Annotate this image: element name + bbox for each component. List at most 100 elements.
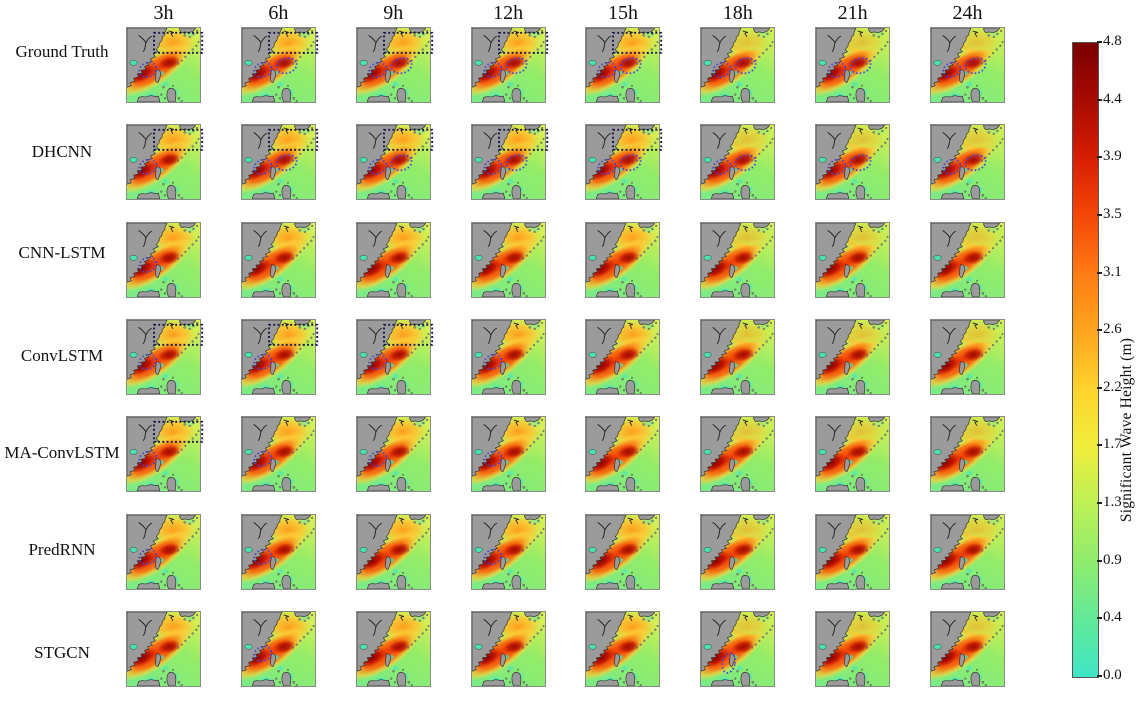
dotted-ellipse-annotation [368,158,387,176]
dotted-ellipse-annotation [253,450,273,468]
dotted-ellipse-annotation [253,548,273,565]
colorbar-tick [1097,156,1102,159]
colorbar-tick-label: 4.4 [1103,90,1122,107]
dotted-ellipse-annotation [253,158,273,176]
map-tile-cnn-lstm-3h [126,221,201,298]
map-tile-ground-truth-18h [700,27,776,103]
colorbar-tick [1097,502,1102,505]
column-header-9h: 9h [383,2,404,24]
map-tile-dhcnn-21h [815,124,891,201]
column-header-15h: 15h [607,2,638,24]
colorbar-tick [1097,41,1102,43]
map-tile-stgcn-24h [930,610,1006,687]
map-tile-stgcn-6h [240,610,316,687]
dotted-ellipse-annotation [712,61,732,78]
calmer-sea-wash [847,223,890,246]
colorbar-tick [1097,559,1102,562]
calmer-sea-wash [847,126,890,149]
map-tile-ground-truth-15h [585,27,663,103]
map-tile-ma-convlstm-6h [240,416,316,493]
map-tile-convlstm-18h [700,318,776,395]
dotted-ellipse-annotation [482,61,502,78]
calmer-sea-wash [847,612,890,635]
map-tile-ground-truth-12h [470,27,548,103]
map-tile-ma-convlstm-15h [585,416,661,493]
colorbar-tick-label: 2.2 [1103,378,1122,395]
map-tile-ground-truth-24h [930,27,1006,103]
map-tile-predrnn-3h [126,513,201,590]
colorbar-tick-label: 1.3 [1103,494,1122,511]
calmer-sea-wash [847,418,890,441]
dotted-ellipse-annotation [138,450,158,468]
dotted-ellipse-annotation [138,256,158,273]
map-tile-dhcnn-6h [240,124,318,201]
map-tile-ma-convlstm-3h [126,416,204,493]
colorbar-tick-label: 0.0 [1103,667,1122,684]
map-tile-cnn-lstm-24h [930,221,1006,298]
dotted-ellipse-annotation [138,61,158,78]
map-tile-dhcnn-24h [930,124,1006,201]
map-tile-ground-truth-6h [240,27,318,103]
map-tile-convlstm-15h [585,318,661,395]
map-tile-cnn-lstm-21h [815,221,891,298]
calmer-sea-wash [732,515,775,538]
colorbar-title: Significant Wave Height (m) [1118,337,1135,523]
dotted-ellipse-annotation [368,450,387,468]
map-tile-cnn-lstm-9h [355,221,431,298]
dotted-ellipse-annotation [253,353,273,370]
colorbar-tick [1097,98,1102,101]
map-tile-ground-truth-21h [815,27,891,103]
map-tile-convlstm-9h [355,318,433,395]
column-header-24h: 24h [952,2,983,24]
colorbar-tick [1097,386,1102,389]
dotted-ellipse-annotation [253,61,273,78]
colorbar-tick [1097,675,1102,677]
map-tile-dhcnn-3h [126,124,204,201]
calmer-sea-wash [732,28,775,51]
colorbar-tick-label: 4.8 [1103,33,1122,50]
map-tile-convlstm-6h [240,318,318,395]
dotted-ellipse-annotation [597,61,617,78]
map-tile-dhcnn-9h [355,124,433,201]
dotted-ellipse-annotation [482,158,502,176]
colorbar [1072,42,1099,678]
calmer-sea-wash [847,28,890,51]
row-label-cnn-lstm: CNN-LSTM [18,242,106,262]
map-tile-predrnn-15h [585,513,661,590]
row-label-convlstm: ConvLSTM [20,345,104,365]
map-tile-ma-convlstm-12h [470,416,546,493]
map-tile-ma-convlstm-21h [815,416,891,493]
dotted-ellipse-annotation [597,158,617,176]
map-tile-ground-truth-3h [126,27,204,103]
calmer-sea-wash [732,320,775,343]
map-tile-convlstm-21h [815,318,891,395]
map-tile-predrnn-9h [355,513,431,590]
row-label-ma-convlstm: MA-ConvLSTM [4,443,120,463]
map-tile-stgcn-15h [585,610,661,687]
map-tile-predrnn-21h [815,513,891,590]
dotted-ellipse-annotation [138,353,158,370]
colorbar-tick [1097,329,1102,332]
map-tile-dhcnn-12h [470,124,548,201]
calmer-sea-wash [732,126,775,149]
map-tile-predrnn-18h [700,513,776,590]
map-tile-cnn-lstm-12h [470,221,546,298]
calmer-sea-wash [962,126,1005,149]
column-header-12h: 12h [493,2,524,24]
map-tile-ma-convlstm-18h [700,416,776,493]
column-header-21h: 21h [837,2,868,24]
map-tile-predrnn-6h [240,513,316,590]
map-tile-stgcn-3h [126,610,201,687]
map-tile-convlstm-12h [470,318,546,395]
row-label-predrnn: PredRNN [28,539,96,559]
colorbar-tick [1097,271,1102,274]
map-tile-predrnn-12h [470,513,546,590]
dotted-ellipse-annotation [368,353,387,370]
dotted-ellipse-annotation [253,645,273,662]
calmer-sea-wash [732,223,775,246]
calmer-sea-wash [962,28,1005,51]
map-tile-stgcn-12h [470,610,546,687]
map-tile-stgcn-18h [700,610,776,687]
dotted-ellipse-annotation [368,61,387,78]
